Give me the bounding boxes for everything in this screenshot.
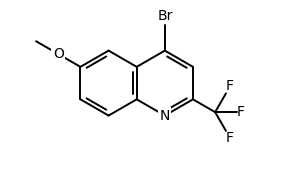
- Text: F: F: [226, 131, 234, 145]
- Text: F: F: [237, 105, 245, 119]
- Text: O: O: [53, 47, 64, 61]
- Text: N: N: [160, 109, 170, 123]
- Text: F: F: [226, 79, 234, 93]
- Text: Br: Br: [157, 9, 173, 23]
